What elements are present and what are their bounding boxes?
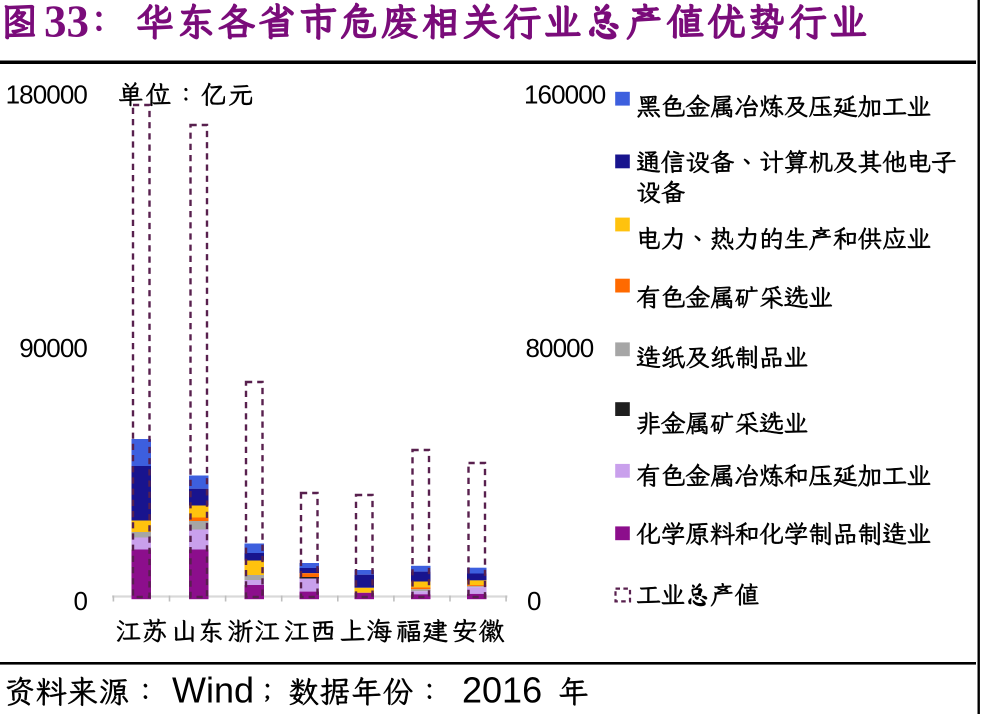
svg-text:80000: 80000 <box>526 333 594 363</box>
svg-text:0: 0 <box>73 586 87 616</box>
svg-text:33: 33 <box>44 0 89 47</box>
svg-text:2016: 2016 <box>462 670 542 711</box>
svg-text:Wind: Wind <box>172 670 254 711</box>
svg-text:90000: 90000 <box>19 333 87 363</box>
svg-text:160000: 160000 <box>524 80 606 110</box>
svg-text:0: 0 <box>527 586 541 616</box>
svg-text:180000: 180000 <box>6 80 88 110</box>
